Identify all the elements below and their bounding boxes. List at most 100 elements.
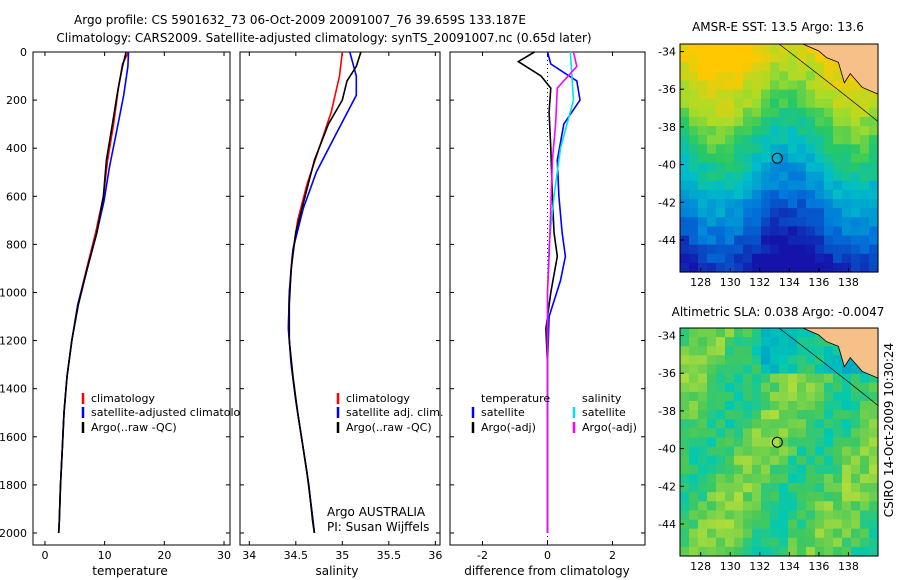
map-cell (698, 62, 708, 72)
map-cell (752, 483, 762, 493)
map-cell (680, 355, 690, 366)
map-cell (698, 346, 708, 356)
map-cell (833, 446, 843, 457)
temperature-xlabel: temperature (92, 564, 167, 578)
map-cell (689, 89, 699, 100)
map-cell (698, 373, 708, 384)
map-cell (788, 62, 798, 72)
map-cell (725, 153, 735, 164)
map-cell (788, 135, 798, 145)
map-cell (752, 253, 762, 264)
map-cell (770, 400, 780, 411)
map-cell (824, 519, 834, 530)
map-cell (725, 80, 735, 91)
map-cell (698, 519, 708, 530)
map-cell (770, 162, 780, 173)
map-cell (860, 226, 870, 237)
map-cell (770, 226, 780, 237)
map-cell (779, 135, 789, 145)
map-cell (806, 180, 816, 191)
map-cell (752, 346, 762, 356)
map-cell (752, 501, 762, 511)
map-cell (698, 410, 708, 420)
map-cell (761, 98, 771, 109)
map-cell (734, 162, 744, 173)
map-y-tick-label: -36 (658, 367, 676, 380)
map-cell (824, 262, 834, 273)
map-cell (734, 546, 744, 557)
map-cell (680, 180, 690, 191)
map-cell (851, 519, 861, 530)
map-cell (752, 364, 762, 375)
map-cell (689, 510, 699, 521)
map-cell (806, 244, 816, 255)
map-cell (779, 53, 789, 63)
map-cell (806, 410, 816, 420)
map-cell (680, 153, 690, 164)
map-cell (806, 400, 816, 411)
map-cell (815, 53, 825, 63)
map-cell (770, 373, 780, 384)
map-cell (770, 410, 780, 420)
map-cell (824, 199, 834, 209)
map-cell (770, 364, 780, 375)
map-cell (788, 337, 798, 347)
legend-argo-label: Argo(..raw -QC) (91, 421, 177, 434)
map-cell (743, 44, 753, 54)
map-cell (689, 144, 699, 155)
map-cell (833, 464, 843, 475)
map-cell (680, 116, 690, 127)
map-cell (806, 262, 816, 273)
map-cell (689, 180, 699, 191)
map-cell (779, 71, 789, 82)
map-cell (833, 373, 843, 384)
map-cell (725, 382, 735, 393)
map-cell (680, 53, 690, 63)
map-cell (797, 116, 807, 127)
map-cell (761, 455, 771, 466)
map-cell (716, 519, 726, 530)
map-cell (743, 492, 753, 502)
map-cell (734, 262, 744, 273)
map-cell (824, 217, 834, 227)
map-cell (770, 53, 780, 63)
y-tick-label: 1400 (0, 383, 27, 396)
map-cell (860, 501, 870, 511)
map-cell (689, 428, 699, 439)
map-cell (824, 171, 834, 182)
sla-map: 128 130 132 134 136 138 -34 -36 -38 -40 -42 -44 (658, 327, 879, 573)
map-cell (725, 346, 735, 356)
map-cell (707, 244, 717, 255)
map-cell (788, 53, 798, 63)
map-cell (824, 364, 834, 375)
map-cell (860, 510, 870, 521)
map-cell (716, 80, 726, 91)
map-cell (680, 464, 690, 475)
map-cell (707, 98, 717, 109)
map-cell (815, 391, 825, 402)
map-cell (761, 189, 771, 200)
map-cell (788, 537, 798, 548)
map-cell (815, 144, 825, 155)
map-cell (779, 62, 789, 72)
map-y-tick-label: -44 (658, 234, 676, 247)
map-cell (824, 464, 834, 475)
map-cell (680, 492, 690, 502)
map-cell (860, 537, 870, 548)
map-cell (788, 446, 798, 457)
map-cell (869, 537, 879, 548)
x-tick-label: 0 (41, 549, 48, 562)
map-cell (815, 510, 825, 521)
map-cell (716, 510, 726, 521)
map-cell (869, 208, 879, 218)
map-cell (806, 126, 816, 136)
map-cell (743, 244, 753, 255)
map-cell (725, 235, 735, 246)
map-cell (815, 71, 825, 82)
map-cell (779, 364, 789, 375)
map-cell (707, 419, 717, 429)
map-cell (698, 226, 708, 237)
map-cell (869, 464, 879, 475)
map-cell (707, 253, 717, 264)
map-cell (806, 89, 816, 100)
